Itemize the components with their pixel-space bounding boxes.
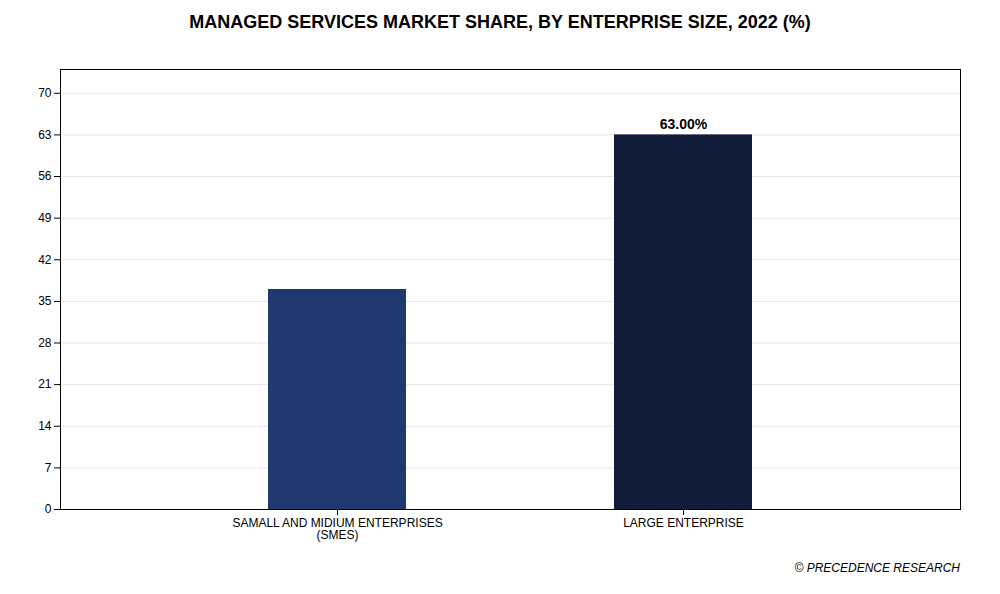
svg-text:SAMALL AND MIDIUM ENTERPRISES(: SAMALL AND MIDIUM ENTERPRISES(SMES) xyxy=(232,516,442,542)
svg-text:28: 28 xyxy=(38,336,52,350)
html-text:MANAGED SERVICES MARKET SHARE,: MANAGED SERVICES MARKET SHARE, BY ENTERP… xyxy=(189,12,811,32)
svg-text:7: 7 xyxy=(45,461,52,475)
svg-text:LARGE ENTERPRISE: LARGE ENTERPRISE xyxy=(623,516,744,530)
svg-text:70: 70 xyxy=(38,86,52,100)
html-text:© PRECEDENCE RESEARCH: © PRECEDENCE RESEARCH xyxy=(794,561,960,575)
svg-text:42: 42 xyxy=(38,253,52,267)
svg-text:21: 21 xyxy=(38,377,52,391)
svg-text:49: 49 xyxy=(38,211,52,225)
svg-text:14: 14 xyxy=(38,419,52,433)
svg-text:63.00%: 63.00% xyxy=(660,116,708,132)
svg-text:56: 56 xyxy=(38,169,52,183)
svg-text:0: 0 xyxy=(45,502,52,516)
svg-text:35: 35 xyxy=(38,294,52,308)
svg-text:63: 63 xyxy=(38,128,52,142)
